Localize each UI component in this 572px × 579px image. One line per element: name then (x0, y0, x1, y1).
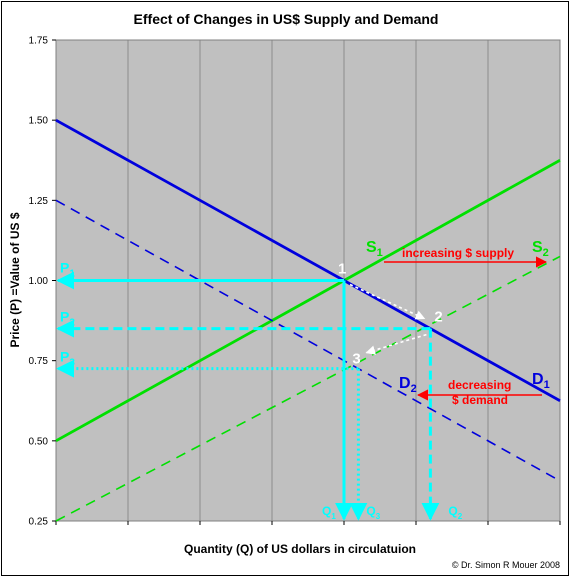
price-label: P2 (60, 309, 75, 329)
curve-label-d1: D1 (532, 371, 550, 391)
y-tick-label: 1.25 (29, 196, 49, 207)
annotation-demand-1: decreasing (448, 378, 511, 392)
y-axis-ticks: 0.25 0.50 0.75 1.00 1.25 1.50 1.75 (29, 36, 561, 528)
quantity-label: Q1 (322, 504, 336, 521)
y-tick-label: 1.50 (29, 116, 49, 127)
quantity-label: Q3 (366, 504, 380, 521)
y-tick-label: 0.25 (29, 517, 49, 528)
quantity-label: Q2 (448, 504, 462, 521)
x-axis-label: Quantity (Q) of US dollars in circulatui… (184, 542, 416, 556)
curve-label-d2: D2 (399, 375, 417, 395)
curve-labels: 1 P1 Q1 2 P2 Q2 3 P3 Q3 S1 S2 D1 D2 increasing $ supp… (60, 239, 550, 521)
equilibrium-guides (56, 271, 440, 521)
equilibrium-label: 1 (338, 261, 346, 278)
annotation-supply: increasing $ supply (402, 246, 514, 260)
y-tick-label: 1.00 (29, 276, 49, 287)
series-line-s2 (55, 255, 561, 522)
credit-text: © Dr. Simon R Mouer 2008 (452, 560, 560, 570)
curve-label-s1: S1 (366, 239, 383, 259)
shift-arrow-1-2 (349, 283, 426, 320)
equilibrium-label: 2 (434, 309, 442, 326)
series-line-d1 (55, 118, 561, 402)
y-tick-label: 1.75 (29, 36, 49, 47)
price-label: P3 (60, 349, 75, 369)
annotation-demand-2: $ demand (452, 393, 508, 407)
y-tick-label: 0.50 (29, 436, 49, 447)
series-lines (55, 118, 561, 522)
price-label: P1 (60, 260, 75, 280)
series-line-d2 (55, 199, 561, 482)
shift-arrow-2-3 (365, 333, 427, 355)
y-axis-label: Price (P) =Value of US $ (8, 212, 22, 347)
y-tick-label: 0.75 (29, 356, 49, 367)
chart-title: Effect of Changes in US$ Supply and Dema… (134, 11, 439, 27)
equilibrium-label: 3 (352, 351, 360, 368)
series-line-s1 (55, 159, 561, 443)
curve-label-s2: S2 (532, 239, 549, 259)
